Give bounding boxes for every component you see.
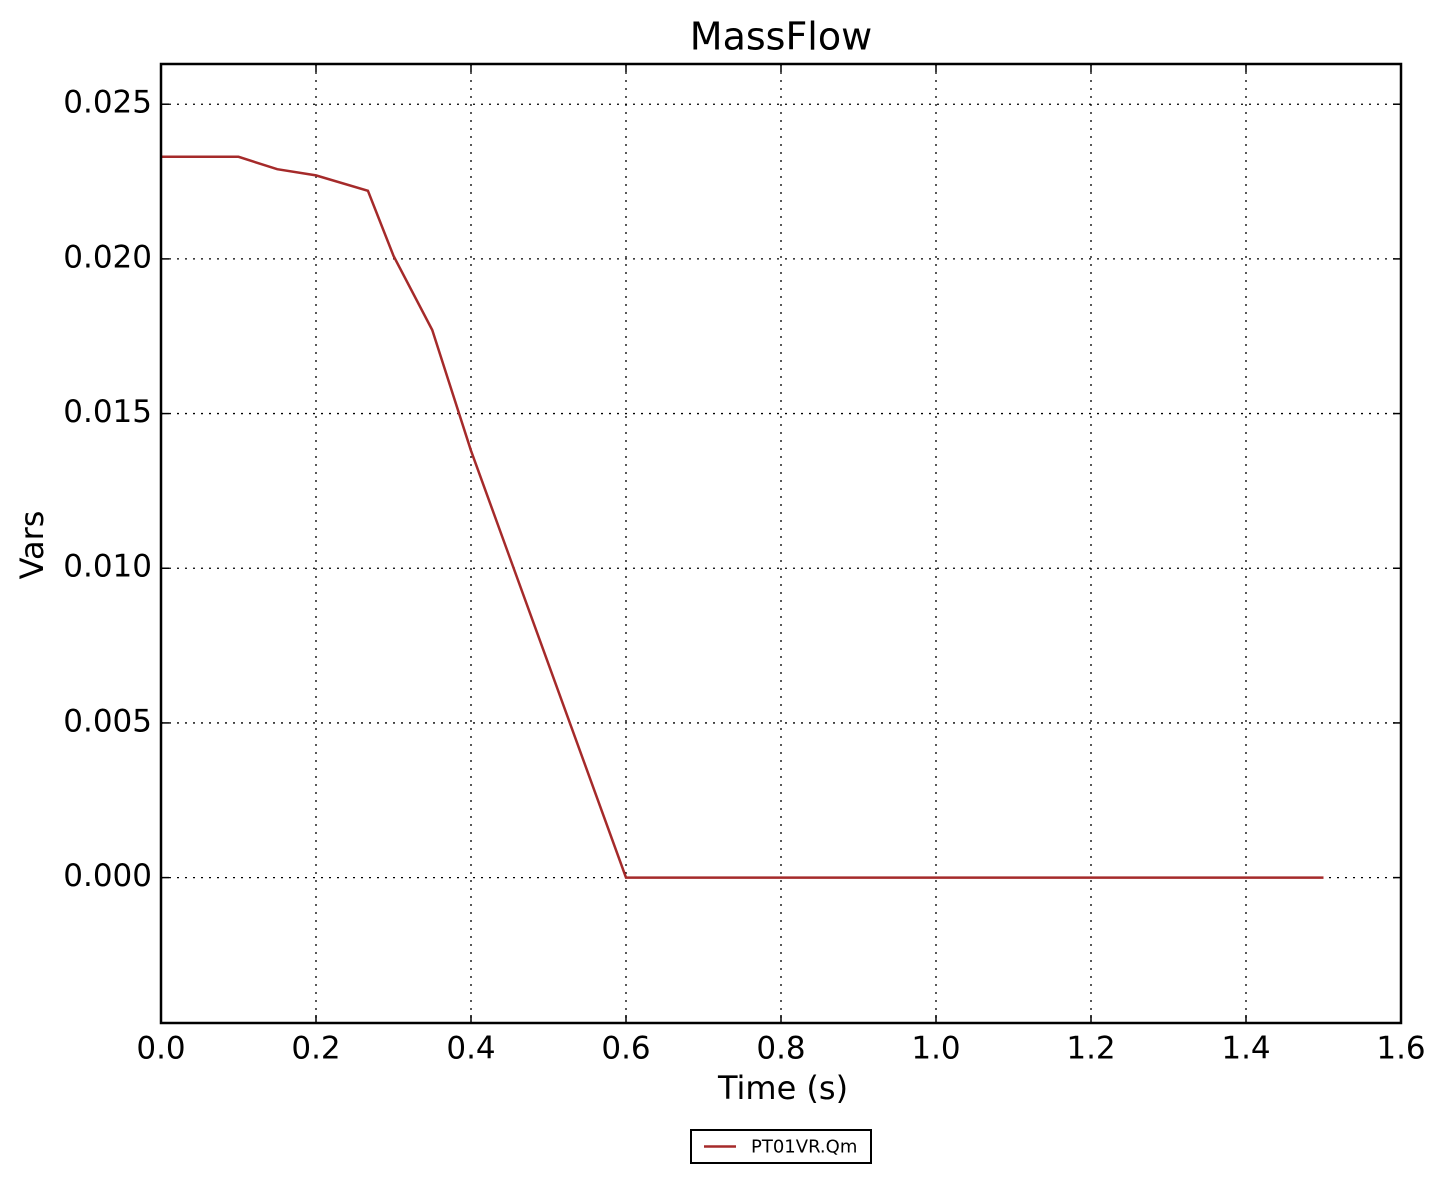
x-tick-label: 0.0 [136,1031,185,1067]
y-tick-label: 0.025 [63,85,152,121]
plot-frame [159,62,1403,1025]
chart-title: MassFlow [690,15,872,59]
x-tick-label: 0.2 [291,1031,340,1067]
x-axis-label: Time (s) [717,1069,848,1107]
y-tick-label: 0.015 [63,394,152,430]
x-tick-label: 1.4 [1221,1031,1270,1067]
x-tick-label: 1.6 [1376,1031,1425,1067]
y-tick-label: 0.005 [63,703,152,739]
y-axis-label: Vars [13,511,51,580]
data-line [161,155,1324,879]
legend-label: PT01VR.Qm [751,1137,857,1158]
x-tick-label: 1.0 [911,1031,960,1067]
x-tick-label: 0.4 [446,1031,495,1067]
y-tick-label: 0.010 [63,549,152,585]
x-tick-label: 1.2 [1066,1031,1115,1067]
x-tick-label: 0.8 [756,1031,805,1067]
x-tick-label: 0.6 [601,1031,650,1067]
y-tick-label: 0.020 [63,239,152,275]
y-tick-label: 0.000 [63,858,152,894]
